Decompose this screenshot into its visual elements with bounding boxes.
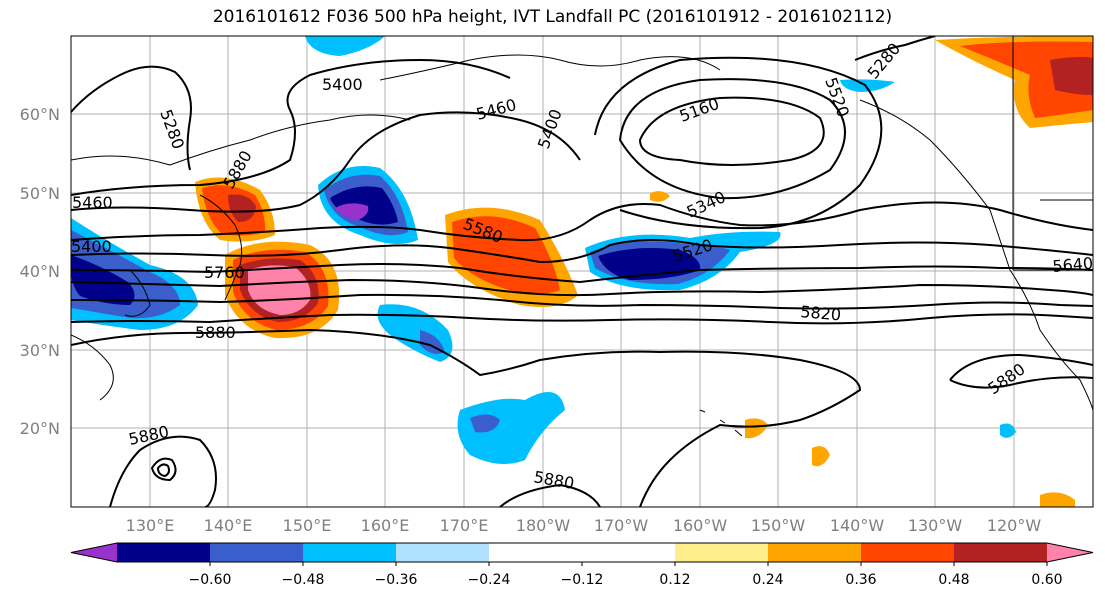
lat-label: 20°N bbox=[20, 419, 60, 438]
colorbar-segment bbox=[954, 543, 1048, 562]
colorbar-tick-label: −0.36 bbox=[375, 572, 418, 588]
contour-label: 5400 bbox=[71, 237, 112, 256]
colorbar-extend-min bbox=[71, 543, 117, 562]
lat-label: 40°N bbox=[20, 262, 60, 281]
colorbar-segment bbox=[210, 543, 304, 562]
lon-label: 130°E bbox=[126, 516, 175, 535]
ivt-negative-south-2 bbox=[457, 392, 565, 464]
contour-5400-closed bbox=[618, 78, 846, 200]
colorbar-tick-label: 0.12 bbox=[659, 572, 690, 588]
colorbar-tick-label: 0.48 bbox=[938, 572, 969, 588]
lon-label: 180°W bbox=[516, 516, 571, 535]
contour-label: 5760 bbox=[204, 263, 245, 282]
latitude-labels: 60°N 50°N 40°N 30°N 20°N bbox=[20, 105, 60, 438]
lon-label: 170°E bbox=[440, 516, 489, 535]
height-contours bbox=[71, 36, 1093, 507]
longitude-labels: 130°E 140°E 150°E 160°E 170°E 180°W 170°… bbox=[126, 516, 1042, 535]
colorbar-tick-label: −0.12 bbox=[561, 572, 604, 588]
colorbar-tick-label: 0.60 bbox=[1031, 572, 1062, 588]
lon-label: 170°W bbox=[594, 516, 649, 535]
lon-label: 130°W bbox=[908, 516, 963, 535]
contour-label: 5460 bbox=[72, 193, 113, 212]
ivt-negative-alaska bbox=[840, 79, 895, 92]
lon-label: 160°E bbox=[361, 516, 410, 535]
lon-label: 140°W bbox=[830, 516, 885, 535]
colorbar-segment bbox=[396, 543, 490, 562]
ivt-negative-north bbox=[305, 36, 385, 56]
lon-label: 150°W bbox=[751, 516, 806, 535]
map-frame bbox=[70, 35, 1094, 508]
contour-label: 5820 bbox=[800, 302, 842, 324]
colorbar-tick-label: −0.48 bbox=[282, 572, 325, 588]
colorbar-segment bbox=[582, 543, 676, 562]
coastlines bbox=[71, 36, 1093, 437]
lon-label: 140°E bbox=[204, 516, 253, 535]
colorbar-tick-label: −0.24 bbox=[468, 572, 511, 588]
map-title: 2016101612 F036 500 hPa height, IVT Land… bbox=[212, 7, 893, 27]
lon-label: 160°W bbox=[673, 516, 728, 535]
lat-label: 60°N bbox=[20, 105, 60, 124]
colorbar-tick-label: 0.24 bbox=[752, 572, 783, 588]
colorbar-segment bbox=[768, 543, 862, 562]
colorbar-tick-label: 0.36 bbox=[845, 572, 876, 588]
colorbar-segment bbox=[675, 543, 769, 562]
lon-label: 150°E bbox=[283, 516, 332, 535]
lat-label: 30°N bbox=[20, 341, 60, 360]
colorbar: −0.60 −0.48 −0.36 −0.24 −0.12 0.12 0.24 0.36 0.4… bbox=[70, 542, 1094, 588]
colorbar-outline bbox=[70, 542, 1094, 563]
colorbar-segment bbox=[489, 543, 583, 562]
colorbar-segment bbox=[861, 543, 955, 562]
colorbar-segment bbox=[117, 543, 211, 562]
contour-label: 5640 bbox=[1052, 254, 1094, 276]
colorbar-tick-label: −0.60 bbox=[189, 572, 232, 588]
contour-label: 5400 bbox=[322, 75, 363, 94]
lat-label: 50°N bbox=[20, 184, 60, 203]
colorbar-segment bbox=[303, 543, 397, 562]
colorbar-extend-max bbox=[1047, 543, 1093, 562]
lon-label: 120°W bbox=[987, 516, 1042, 535]
contour-5520-closed bbox=[638, 96, 825, 166]
contour-label: 5880 bbox=[195, 323, 236, 342]
contour-labels: 5400 5460 5400 5160 5280 5280 5520 5460 … bbox=[71, 39, 1094, 493]
